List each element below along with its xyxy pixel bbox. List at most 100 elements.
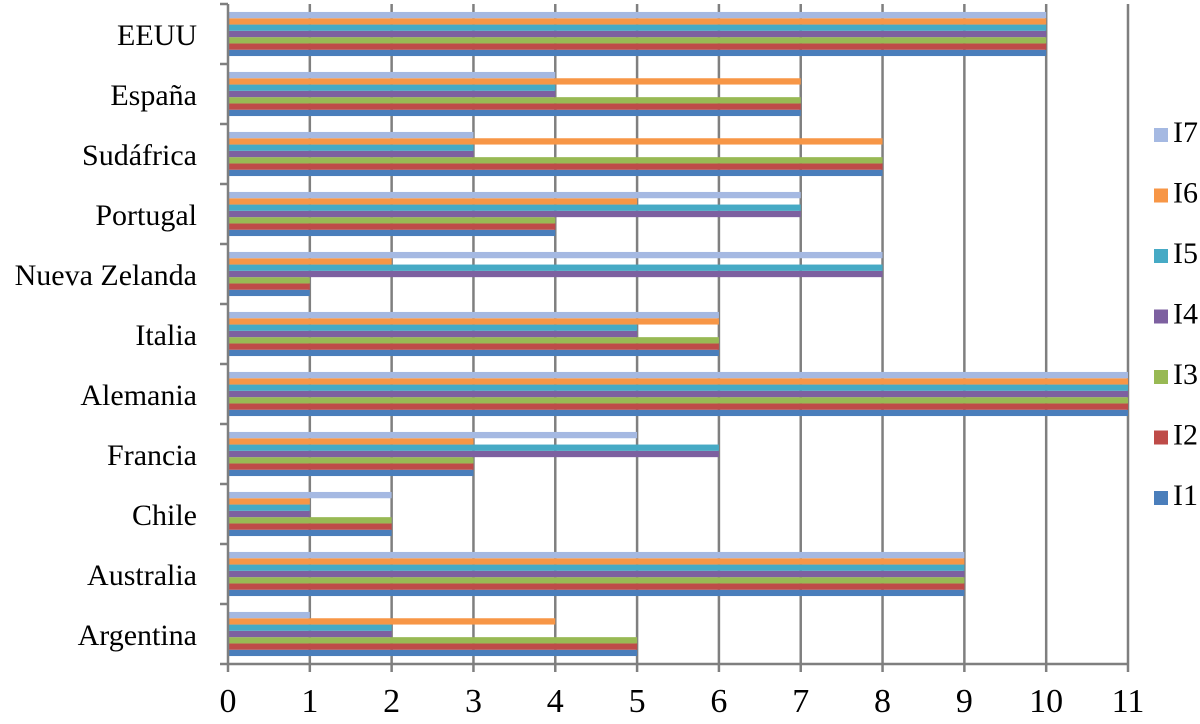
bar-i1-eeuu xyxy=(228,49,1047,57)
bar-i6-portugal xyxy=(228,198,638,205)
x-tick-label: 1 xyxy=(301,683,318,720)
bar-i3-francia xyxy=(228,457,474,464)
bar-i7-italia xyxy=(228,311,719,319)
bar-i1-alemania xyxy=(228,409,1128,417)
x-tick-label: 4 xyxy=(547,683,564,720)
bar-i4-argentina xyxy=(228,630,392,638)
bar-i1-chile xyxy=(228,529,392,537)
x-tick-label: 0 xyxy=(220,683,237,720)
legend-label-i1: I1 xyxy=(1173,479,1198,512)
bar-i7-chile xyxy=(228,491,392,499)
bar-i5-alemania xyxy=(228,384,1128,391)
bar-i4-alemania xyxy=(228,390,1128,398)
bar-i6-alemania xyxy=(228,378,1128,385)
bar-i4-españa xyxy=(228,90,556,98)
bar-i5-chile xyxy=(228,504,310,511)
bar-i6-italia xyxy=(228,318,719,325)
category-label: Australia xyxy=(87,559,197,592)
legend-swatch-i3 xyxy=(1154,370,1168,384)
bar-i6-argentina xyxy=(228,618,556,625)
bar-i4-chile xyxy=(228,510,310,518)
legend-swatch-i7 xyxy=(1154,128,1168,142)
bar-i3-italia xyxy=(228,337,719,344)
bar-i2-sudáfrica xyxy=(228,163,883,170)
bar-i5-eeuu xyxy=(228,24,1047,31)
x-tick-label: 2 xyxy=(383,683,400,720)
bar-i1-australia xyxy=(228,589,965,597)
legend-label-i3: I3 xyxy=(1173,358,1198,391)
bar-i3-portugal xyxy=(228,217,556,224)
category-label: Nueva Zelanda xyxy=(15,259,197,292)
bar-i1-sudáfrica xyxy=(228,169,883,177)
bar-i6-francia xyxy=(228,438,474,445)
category-label: España xyxy=(110,79,197,112)
bar-i4-eeuu xyxy=(228,30,1047,38)
bar-i4-australia xyxy=(228,570,965,578)
category-label: Francia xyxy=(107,439,197,472)
bar-i1-argentina xyxy=(228,649,638,657)
bar-i7-portugal xyxy=(228,191,801,199)
bar-i7-francia xyxy=(228,431,638,439)
category-label: EEUU xyxy=(117,19,197,52)
bar-i5-españa xyxy=(228,84,556,91)
x-tick-label: 6 xyxy=(710,683,727,720)
bar-i5-italia xyxy=(228,324,638,331)
category-label: Sudáfrica xyxy=(82,139,197,172)
bar-i6-sudáfrica xyxy=(228,138,883,145)
x-tick-label: 8 xyxy=(874,683,891,720)
x-tick-label: 10 xyxy=(1029,683,1063,720)
category-label: Alemania xyxy=(80,379,197,412)
bar-i2-alemania xyxy=(228,403,1128,410)
bar-i4-nueva-zelanda xyxy=(228,270,883,278)
legend-swatch-i5 xyxy=(1154,249,1168,263)
bar-i5-portugal xyxy=(228,204,801,211)
legend-label-i2: I2 xyxy=(1173,419,1198,452)
legend-swatch-i6 xyxy=(1154,188,1168,203)
bar-i7-nueva-zelanda xyxy=(228,251,883,259)
bar-i3-sudáfrica xyxy=(228,157,883,164)
bar-i2-argentina xyxy=(228,643,638,650)
bar-i4-portugal xyxy=(228,210,801,218)
legend-swatch-i2 xyxy=(1154,430,1168,445)
bar-i2-francia xyxy=(228,463,474,470)
bar-i7-argentina xyxy=(228,611,310,619)
bar-i7-españa xyxy=(228,71,556,79)
bar-i1-portugal xyxy=(228,229,556,237)
bar-i1-italia xyxy=(228,349,719,357)
bar-i3-argentina xyxy=(228,637,638,644)
x-tick-label: 7 xyxy=(792,683,809,720)
bar-i5-nueva-zelanda xyxy=(228,264,883,271)
bar-i6-nueva-zelanda xyxy=(228,258,392,265)
bar-i3-eeuu xyxy=(228,37,1047,44)
x-tick-label: 11 xyxy=(1112,683,1145,720)
bar-i5-francia xyxy=(228,444,719,451)
x-tick-label: 9 xyxy=(956,683,973,720)
bar-i6-eeuu xyxy=(228,18,1047,25)
bar-i6-australia xyxy=(228,558,965,565)
bar-i2-australia xyxy=(228,583,965,590)
category-label: Chile xyxy=(132,499,197,532)
bar-i3-nueva-zelanda xyxy=(228,277,310,284)
bar-i2-eeuu xyxy=(228,43,1047,50)
legend-label-i4: I4 xyxy=(1173,298,1198,331)
category-label: Italia xyxy=(135,319,197,352)
bar-i6-chile xyxy=(228,498,310,505)
bar-i6-españa xyxy=(228,78,801,85)
legend-swatch-i4 xyxy=(1154,309,1168,324)
bar-i7-eeuu xyxy=(228,11,1047,19)
x-tick-label: 3 xyxy=(465,683,482,720)
bar-i1-francia xyxy=(228,469,474,477)
bar-i7-sudáfrica xyxy=(228,131,474,139)
bar-i1-españa xyxy=(228,109,801,117)
bar-i4-sudáfrica xyxy=(228,150,474,158)
x-tick-label: 5 xyxy=(629,683,646,720)
bar-i2-nueva-zelanda xyxy=(228,283,310,290)
bar-i7-alemania xyxy=(228,371,1128,379)
legend-swatch-i1 xyxy=(1154,491,1168,505)
bar-i2-españa xyxy=(228,103,801,110)
category-label: Portugal xyxy=(95,199,197,232)
bar-i2-chile xyxy=(228,523,392,530)
legend-label-i5: I5 xyxy=(1173,237,1198,270)
bar-i5-sudáfrica xyxy=(228,144,474,151)
